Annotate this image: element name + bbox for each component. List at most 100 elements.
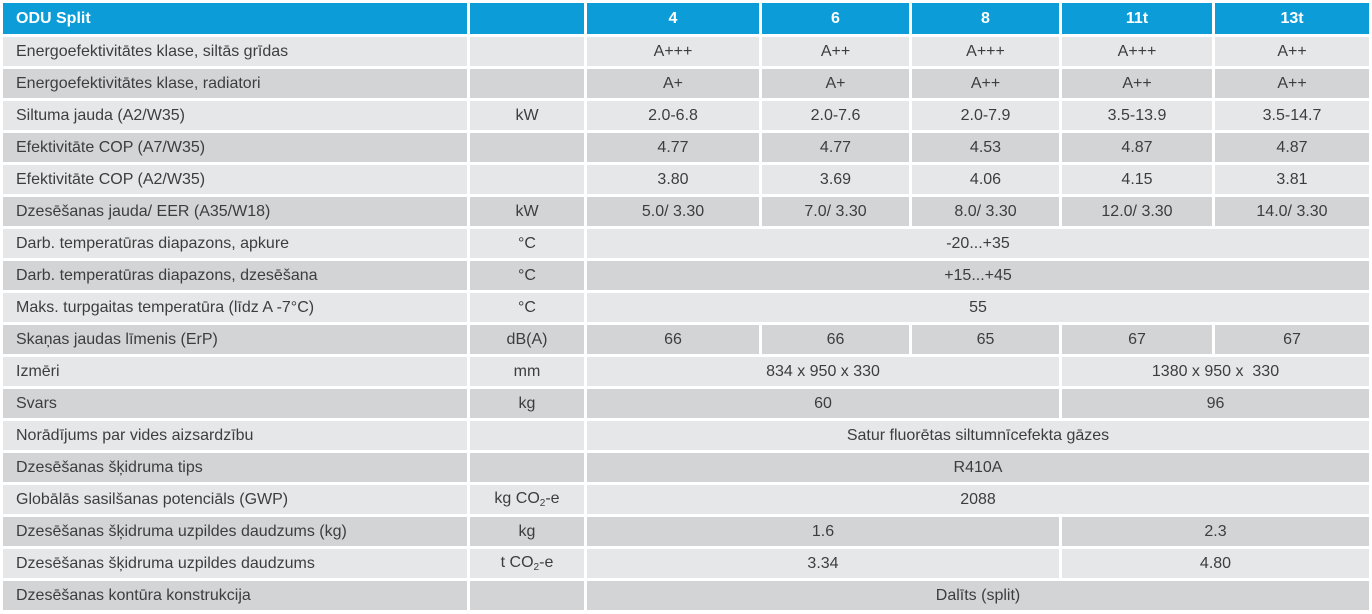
value-cell: A++ (1215, 37, 1369, 66)
row-unit: dB(A) (470, 325, 584, 354)
value-cell: A++ (1062, 69, 1212, 98)
row-unit (470, 37, 584, 66)
unit-column-header (470, 3, 584, 34)
value-cell: 3.5-14.7 (1215, 101, 1369, 130)
column-header-6: 6 (762, 3, 909, 34)
value-cell-merged: 3.34 (587, 549, 1059, 578)
row-unit: kg (470, 517, 584, 546)
row-label: Darb. temperatūras diapazons, apkure (3, 229, 467, 258)
value-cell-merged: 1.6 (587, 517, 1059, 546)
row-label: Dzesēšanas šķidruma uzpildes daudzums (k… (3, 517, 467, 546)
row-operating-temp-heating: Darb. temperatūras diapazons, apkure °C … (3, 229, 1369, 258)
column-header-8: 8 (912, 3, 1059, 34)
row-label: Energoefektivitātes klase, radiatori (3, 69, 467, 98)
value-cell-merged: 4.80 (1062, 549, 1369, 578)
row-circuit-design: Dzesēšanas kontūra konstrukcija Dalīts (… (3, 581, 1369, 610)
unit-text: kg CO (494, 490, 540, 507)
row-refrigerant-charge-co2: Dzesēšanas šķidruma uzpildes daudzums t … (3, 549, 1369, 578)
value-cell: 3.69 (762, 165, 909, 194)
row-unit: kW (470, 197, 584, 226)
value-cell: A+ (762, 69, 909, 98)
value-cell: 8.0/ 3.30 (912, 197, 1059, 226)
value-cell: A++ (1215, 69, 1369, 98)
row-unit: kg (470, 389, 584, 418)
row-unit (470, 165, 584, 194)
value-cell-merged: Satur fluorētas siltumnīcefekta gāzes (587, 421, 1369, 450)
row-label: Globālās sasilšanas potenciāls (GWP) (3, 485, 467, 514)
value-cell: 66 (587, 325, 759, 354)
row-cop-a2w35: Efektivitāte COP (A2/W35) 3.80 3.69 4.06… (3, 165, 1369, 194)
value-cell: 2.0-7.6 (762, 101, 909, 130)
row-label: Energoefektivitātes klase, siltās grīdas (3, 37, 467, 66)
value-cell: A+++ (912, 37, 1059, 66)
row-label: Dzesēšanas kontūra konstrukcija (3, 581, 467, 610)
row-dimensions: Izmēri mm 834 x 950 x 330 1380 x 950 x 3… (3, 357, 1369, 386)
row-unit: °C (470, 293, 584, 322)
value-cell: 14.0/ 3.30 (1215, 197, 1369, 226)
row-label: Dzesēšanas šķidruma uzpildes daudzums (3, 549, 467, 578)
row-unit: °C (470, 229, 584, 258)
column-header-4: 4 (587, 3, 759, 34)
row-label: Izmēri (3, 357, 467, 386)
row-unit (470, 133, 584, 162)
value-cell: 66 (762, 325, 909, 354)
value-cell: A++ (912, 69, 1059, 98)
row-label: Dzesēšanas jauda/ EER (A35/W18) (3, 197, 467, 226)
row-unit: kW (470, 101, 584, 130)
value-cell-merged: 2.3 (1062, 517, 1369, 546)
value-cell-merged: 96 (1062, 389, 1369, 418)
value-cell-merged: 55 (587, 293, 1369, 322)
value-cell: 5.0/ 3.30 (587, 197, 759, 226)
row-cop-a7w35: Efektivitāte COP (A7/W35) 4.77 4.77 4.53… (3, 133, 1369, 162)
row-refrigerant-type: Dzesēšanas šķidruma tips R410A (3, 453, 1369, 482)
value-cell: 2.0-7.9 (912, 101, 1059, 130)
table-header: ODU Split 4 6 8 11t 13t (3, 3, 1369, 34)
value-cell: 4.87 (1215, 133, 1369, 162)
row-gwp: Globālās sasilšanas potenciāls (GWP) kg … (3, 485, 1369, 514)
value-cell-merged: 1380 x 950 x 330 (1062, 357, 1369, 386)
value-cell-merged: 60 (587, 389, 1059, 418)
row-energy-class-underfloor: Energoefektivitātes klase, siltās grīdas… (3, 37, 1369, 66)
row-unit: mm (470, 357, 584, 386)
value-cell-merged: -20...+35 (587, 229, 1369, 258)
row-energy-class-radiators: Energoefektivitātes klase, radiatori A+ … (3, 69, 1369, 98)
unit-subscript: 2 (533, 562, 540, 573)
row-unit: t CO2-e (470, 549, 584, 578)
unit-subscript: 2 (539, 498, 546, 509)
row-label: Dzesēšanas šķidruma tips (3, 453, 467, 482)
row-heating-capacity: Siltuma jauda (A2/W35) kW 2.0-6.8 2.0-7.… (3, 101, 1369, 130)
value-cell: A+++ (587, 37, 759, 66)
row-cooling-capacity-eer: Dzesēšanas jauda/ EER (A35/W18) kW 5.0/ … (3, 197, 1369, 226)
value-cell: 4.06 (912, 165, 1059, 194)
value-cell-merged: Dalīts (split) (587, 581, 1369, 610)
row-sound-power-level: Skaņas jaudas līmenis (ErP) dB(A) 66 66 … (3, 325, 1369, 354)
row-environmental-note: Norādījums par vides aizsardzību Satur f… (3, 421, 1369, 450)
value-cell-merged: +15...+45 (587, 261, 1369, 290)
row-max-flow-temp: Maks. turpgaitas temperatūra (līdz A -7°… (3, 293, 1369, 322)
table-body: Energoefektivitātes klase, siltās grīdas… (3, 37, 1369, 610)
row-label: Siltuma jauda (A2/W35) (3, 101, 467, 130)
value-cell: 67 (1215, 325, 1369, 354)
value-cell-merged: 2088 (587, 485, 1369, 514)
value-cell: 67 (1062, 325, 1212, 354)
row-unit (470, 69, 584, 98)
row-unit (470, 581, 584, 610)
table-title: ODU Split (3, 3, 467, 34)
value-cell: 12.0/ 3.30 (1062, 197, 1212, 226)
value-cell: A++ (762, 37, 909, 66)
value-cell: 4.77 (587, 133, 759, 162)
row-unit (470, 453, 584, 482)
row-label: Norādījums par vides aizsardzību (3, 421, 467, 450)
row-operating-temp-cooling: Darb. temperatūras diapazons, dzesēšana … (3, 261, 1369, 290)
value-cell-merged: 834 x 950 x 330 (587, 357, 1059, 386)
value-cell: 65 (912, 325, 1059, 354)
value-cell: 4.53 (912, 133, 1059, 162)
row-label: Maks. turpgaitas temperatūra (līdz A -7°… (3, 293, 467, 322)
row-label: Efektivitāte COP (A7/W35) (3, 133, 467, 162)
row-label: Svars (3, 389, 467, 418)
row-weight: Svars kg 60 96 (3, 389, 1369, 418)
value-cell: 7.0/ 3.30 (762, 197, 909, 226)
unit-text: -e (539, 554, 554, 571)
value-cell: 4.77 (762, 133, 909, 162)
